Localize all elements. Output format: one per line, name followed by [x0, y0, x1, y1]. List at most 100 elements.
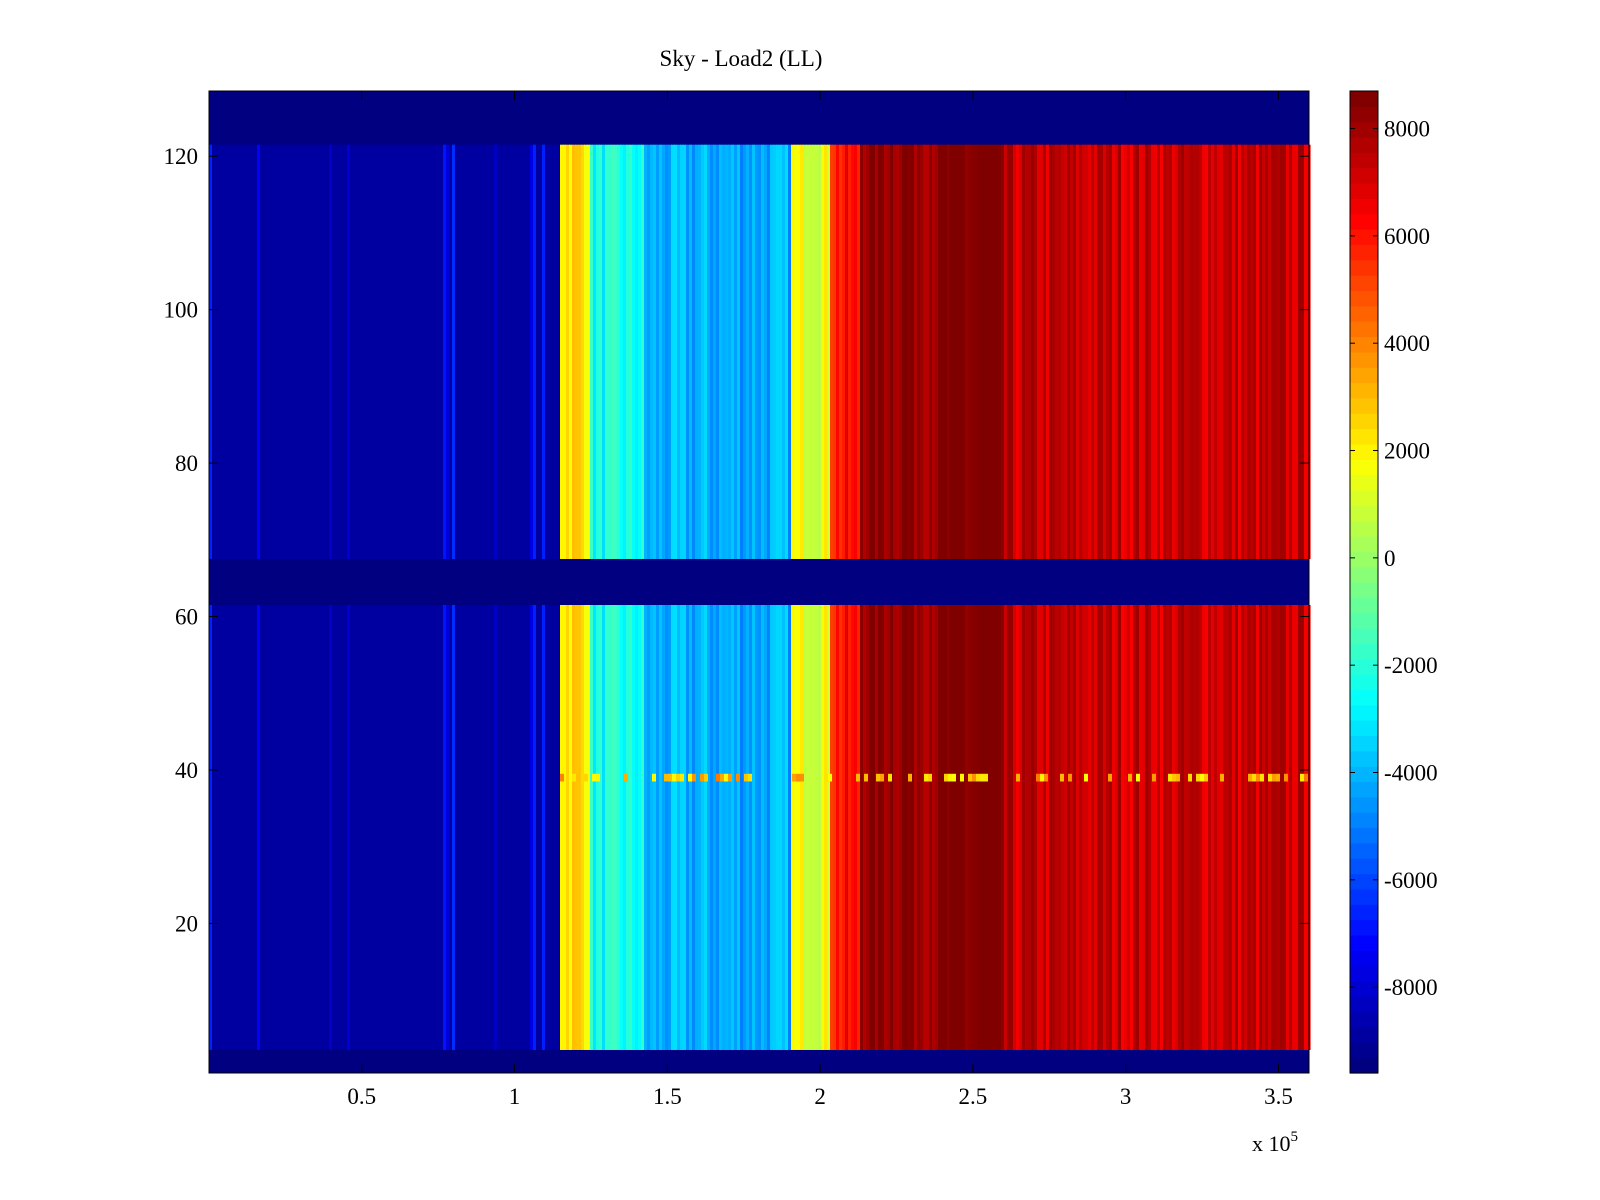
- heatmap-cell: [449, 144, 453, 559]
- heatmap-cell: [965, 605, 969, 1050]
- colorbar-swatch: [1350, 305, 1378, 322]
- heatmap-cell: [1304, 144, 1308, 559]
- heatmap-cell: [725, 144, 729, 559]
- heatmap-cell: [950, 605, 954, 1050]
- heatmap-cell: [1106, 144, 1110, 559]
- heatmap-cell: [1097, 144, 1101, 559]
- heatmap-cell: [1283, 605, 1287, 1050]
- heatmap-cell: [1142, 144, 1146, 559]
- x-axis-multiplier-exponent: 5: [1291, 1129, 1299, 1145]
- heatmap-highlight-cell: [828, 773, 832, 782]
- heatmap-cell: [344, 605, 348, 1050]
- heatmap-cell: [548, 144, 552, 559]
- heatmap-cell: [608, 605, 612, 1050]
- heatmap-cell: [641, 144, 645, 559]
- heatmap-highlight-cell: [1016, 773, 1020, 782]
- heatmap-highlight-cell: [1128, 773, 1132, 782]
- heatmap-cell: [1121, 144, 1125, 559]
- heatmap-cell: [293, 144, 297, 559]
- heatmap-cell: [218, 144, 222, 559]
- heatmap-cell: [719, 144, 723, 559]
- heatmap-cell: [596, 144, 600, 559]
- heatmap-cell: [1193, 605, 1197, 1050]
- heatmap-cell: [452, 605, 456, 1050]
- heatmap-cell: [389, 605, 393, 1050]
- heatmap-cell: [1055, 605, 1059, 1050]
- heatmap-cell: [569, 144, 573, 559]
- heatmap-cell: [368, 144, 372, 559]
- heatmap-cell: [773, 144, 777, 559]
- heatmap-cell: [266, 144, 270, 559]
- colorbar-swatch: [1350, 183, 1378, 200]
- heatmap-cell: [1043, 605, 1047, 1050]
- heatmap-cell: [803, 144, 807, 559]
- heatmap-cell: [584, 144, 588, 559]
- colorbar-tick-label: 2000: [1384, 439, 1430, 464]
- heatmap-cell: [377, 605, 381, 1050]
- chart-title: Sky - Load2 (LL): [660, 46, 823, 71]
- colorbar-swatch: [1350, 674, 1378, 691]
- heatmap-cell: [797, 144, 801, 559]
- heatmap-cell: [434, 144, 438, 559]
- heatmap-cell: [971, 144, 975, 559]
- heatmap-cell: [347, 144, 351, 559]
- heatmap-cell: [896, 144, 900, 559]
- heatmap-cell: [1244, 605, 1248, 1050]
- heatmap-cell: [785, 144, 789, 559]
- heatmap-cell: [209, 144, 213, 559]
- heatmap-cell: [1070, 605, 1074, 1050]
- heatmap-highlight-cell: [800, 773, 804, 782]
- heatmap-cell: [668, 144, 672, 559]
- heatmap-cell: [1079, 605, 1083, 1050]
- heatmap-cell: [230, 605, 234, 1050]
- heatmap-cell: [1217, 605, 1221, 1050]
- colorbar-swatch: [1350, 121, 1378, 138]
- heatmap-cell: [527, 605, 531, 1050]
- colorbar-swatch: [1350, 965, 1378, 982]
- heatmap-cell: [1160, 144, 1164, 559]
- heatmap-cell: [788, 144, 792, 559]
- heatmap-cell: [929, 144, 933, 559]
- heatmap-cell: [1172, 605, 1176, 1050]
- colorbar-swatch: [1350, 812, 1378, 829]
- heatmap-cell: [1205, 144, 1209, 559]
- heatmap-cell: [890, 144, 894, 559]
- heatmap-cell: [251, 144, 255, 559]
- colorbar-swatch: [1350, 658, 1378, 675]
- heatmap-cell: [884, 144, 888, 559]
- heatmap-cell: [782, 605, 786, 1050]
- heatmap-cell: [758, 144, 762, 559]
- heatmap-cell: [647, 144, 651, 559]
- heatmap-cell: [905, 144, 909, 559]
- heatmap-cell: [815, 144, 819, 559]
- colorbar-swatch: [1350, 474, 1378, 491]
- heatmap-highlight-cell: [924, 773, 928, 782]
- heatmap-cell: [1169, 605, 1173, 1050]
- heatmap-cell: [539, 605, 543, 1050]
- heatmap-cell: [992, 605, 996, 1050]
- heatmap-cell: [275, 605, 279, 1050]
- heatmap-cell: [1214, 144, 1218, 559]
- heatmap-cell: [386, 144, 390, 559]
- heatmap-cell: [536, 605, 540, 1050]
- heatmap-cell: [929, 605, 933, 1050]
- colorbar-swatch: [1350, 980, 1378, 997]
- colorbar-swatch: [1350, 382, 1378, 399]
- heatmap-cell: [470, 144, 474, 559]
- heatmap-cell: [734, 144, 738, 559]
- heatmap-cell: [638, 605, 642, 1050]
- heatmap-cell: [1067, 144, 1071, 559]
- heatmap-cell: [1049, 144, 1053, 559]
- heatmap-cell: [398, 605, 402, 1050]
- heatmap-highlight-cell: [652, 773, 656, 782]
- heatmap-highlight-cell: [984, 773, 988, 782]
- heatmap-cell: [422, 144, 426, 559]
- heatmap-cell: [860, 605, 864, 1050]
- heatmap-cell: [1136, 605, 1140, 1050]
- heatmap-cell: [260, 605, 264, 1050]
- colorbar-swatch: [1350, 244, 1378, 261]
- heatmap-cell: [416, 605, 420, 1050]
- heatmap-cell: [1040, 144, 1044, 559]
- heatmap-cell: [410, 144, 414, 559]
- heatmap-cell: [290, 605, 294, 1050]
